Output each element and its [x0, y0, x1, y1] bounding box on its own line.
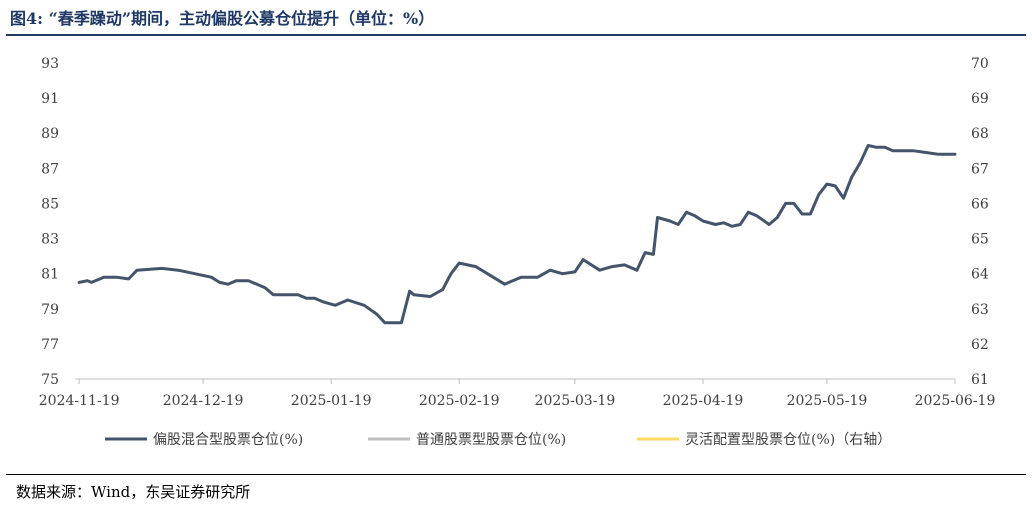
y-left-tick-label: 89 [41, 126, 59, 142]
y-left-tick-label: 75 [41, 372, 59, 388]
series-line-1 [77, 144, 957, 325]
x-tick-label: 2025-06-19 [915, 393, 996, 409]
y-left-tick-label: 85 [41, 196, 59, 212]
title-rule [6, 34, 1026, 36]
y-left-tick-label: 83 [41, 232, 59, 248]
x-tick-label: 2025-02-19 [419, 393, 500, 409]
y-left-tick-label: 79 [41, 302, 59, 318]
y-right-tick-label: 68 [971, 126, 989, 142]
bottom-rule [6, 474, 1026, 475]
legend-label: 灵活配置型股票仓位(%)（右轴） [685, 432, 891, 448]
x-tick-label: 2025-05-19 [787, 393, 868, 409]
y-right-tick-label: 70 [971, 56, 989, 72]
x-tick-label: 2024-12-19 [163, 393, 244, 409]
y-right-tick-label: 66 [971, 196, 989, 212]
y-right-tick-label: 64 [971, 267, 989, 283]
x-tick-label: 2025-04-19 [663, 393, 744, 409]
x-tick-label: 2025-01-19 [291, 393, 372, 409]
line-chart: 75 77 79 81 83 85 87 89 91 93 61 62 63 64 65 66 67 68 69 70… [39, 56, 996, 448]
source-note: 数据来源：Wind，东吴证券研究所 [16, 483, 251, 501]
y-right-tick-label: 62 [971, 337, 989, 353]
y-left-tick-label: 77 [41, 337, 59, 353]
legend-label: 偏股混合型股票仓位(%) [153, 432, 303, 448]
y-left-tick-label: 93 [41, 56, 59, 72]
axes: 75 77 79 81 83 85 87 89 91 93 61 62 63 64 65 66 67 68 69 70… [39, 56, 996, 409]
y-right-tick-label: 69 [971, 91, 989, 107]
y-right-tick-label: 67 [971, 161, 989, 177]
y-right-tick-label: 65 [971, 232, 989, 248]
y-right-tick-label: 61 [971, 372, 989, 388]
y-left-tick-label: 87 [41, 161, 59, 177]
y-left-tick-label: 81 [41, 267, 59, 283]
legend-label: 普通股票型股票仓位(%) [416, 432, 566, 448]
series-layer [77, 144, 957, 325]
x-tick-label: 2024-11-19 [39, 393, 120, 409]
x-tick-label: 2025-03-19 [535, 393, 616, 409]
y-right-tick-label: 63 [971, 302, 989, 318]
y-left-tick-label: 91 [41, 91, 59, 107]
legend: 偏股混合型股票仓位(%) 普通股票型股票仓位(%) 灵活配置型股票仓位(%)（右轴） [105, 432, 891, 448]
figure-title: 图4: “春季躁动”期间，主动偏股公募仓位提升（单位：%） [10, 9, 435, 28]
